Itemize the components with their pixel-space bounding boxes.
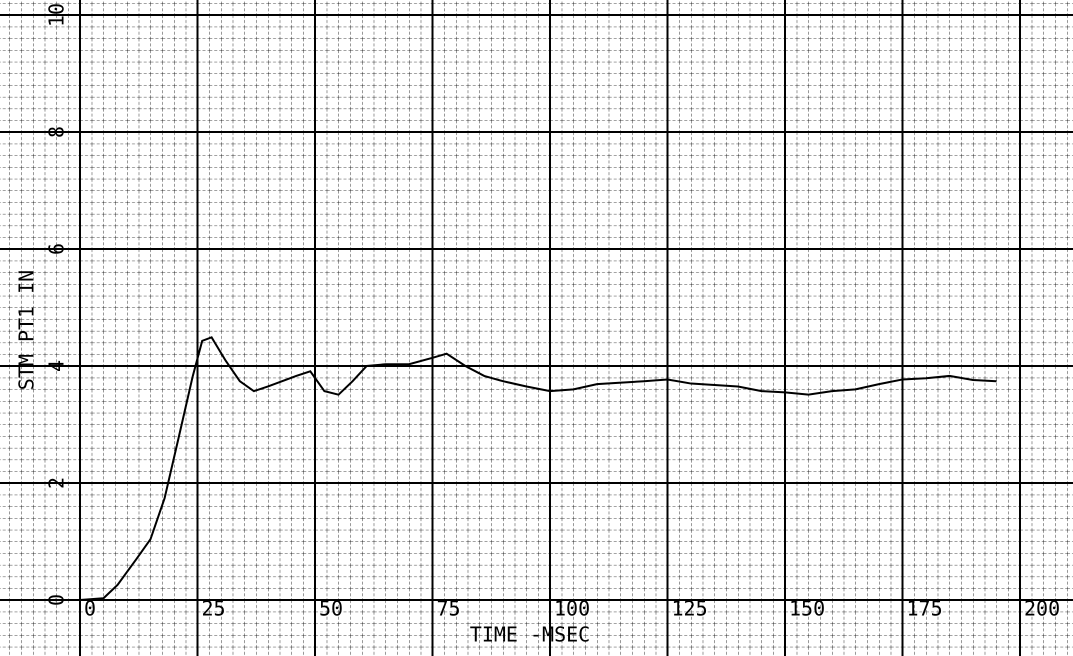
y-axis-label: STM PT1 IN	[15, 270, 39, 390]
y-tick-label: 4	[45, 360, 69, 372]
x-tick-label: 0	[84, 597, 96, 621]
y-tick-label: 10	[45, 3, 69, 27]
x-axis-label: TIME -MSEC	[470, 623, 590, 647]
y-tick-label: 6	[45, 243, 69, 255]
y-tick-label: 8	[45, 126, 69, 138]
y-tick-label: 0	[45, 594, 69, 606]
y-tick-label: 2	[45, 477, 69, 489]
data-line	[79, 336, 997, 601]
